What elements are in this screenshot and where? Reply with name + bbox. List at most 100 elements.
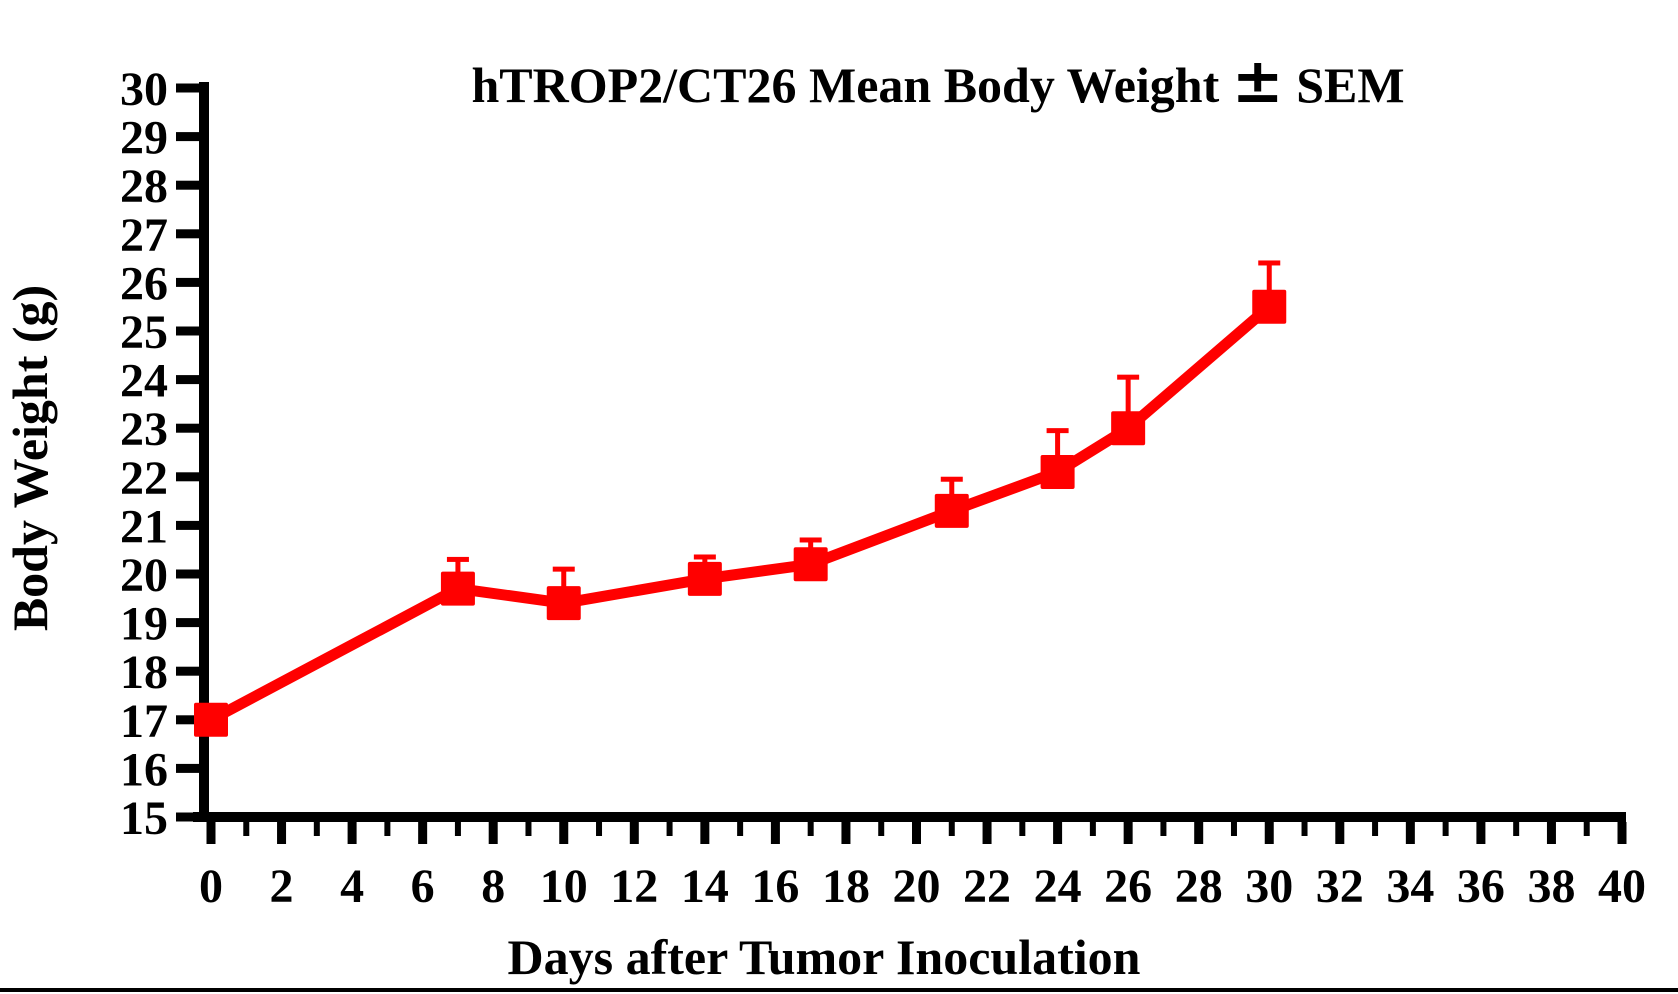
x-tick-mark-minor [1442, 822, 1449, 836]
y-tick-mark [176, 569, 201, 579]
x-axis-line [193, 812, 1626, 822]
x-tick-mark-major [629, 822, 639, 844]
series-line [208, 302, 1273, 725]
y-tick-label: 23 [120, 403, 168, 456]
y-tick-mark [176, 83, 201, 93]
y-tick-mark [176, 472, 201, 482]
x-tick-mark-major [1194, 822, 1204, 844]
error-bar-whisker [1055, 430, 1061, 472]
error-bar-cap [693, 554, 716, 560]
y-tick-mark [176, 618, 201, 628]
y-tick-label: 27 [120, 209, 168, 262]
error-bar-whisker [1125, 377, 1131, 429]
y-tick-label: 22 [120, 452, 168, 505]
x-tick-label: 12 [610, 860, 658, 913]
x-tick-mark-major [1053, 822, 1063, 844]
y-tick-label: 20 [120, 549, 168, 602]
x-tick-label: 34 [1386, 860, 1434, 913]
x-tick-mark-minor [384, 822, 391, 836]
y-tick-mark [176, 666, 201, 676]
y-tick-label: 15 [120, 792, 168, 845]
x-tick-mark-major [206, 822, 216, 844]
x-tick-mark-major [700, 822, 710, 844]
axes-layer [176, 82, 1627, 844]
x-tick-label: 22 [963, 860, 1011, 913]
x-tick-label: 18 [822, 860, 870, 913]
y-tick-label: 16 [120, 743, 168, 796]
y-tick-label: 25 [120, 306, 168, 359]
data-point-marker [687, 561, 722, 596]
x-tick-label: 38 [1527, 860, 1575, 913]
data-point-marker [793, 547, 828, 582]
x-tick-label: 2 [270, 860, 294, 913]
x-tick-mark-major [1546, 822, 1556, 844]
y-tick-label: 19 [120, 598, 168, 651]
x-tick-mark-minor [454, 822, 461, 836]
x-tick-mark-minor [596, 822, 603, 836]
x-tick-mark-major [559, 822, 569, 844]
x-tick-mark-minor [1019, 822, 1026, 836]
x-tick-label: 6 [411, 860, 435, 913]
y-axis-label: Body Weight (g) [2, 285, 58, 631]
y-tick-mark [176, 277, 201, 287]
x-tick-mark-minor [313, 822, 320, 836]
error-bar-cap [1258, 260, 1281, 266]
x-tick-label: 16 [751, 860, 799, 913]
data-point-marker [1252, 289, 1287, 324]
bottom-border-line [0, 988, 1678, 992]
error-bar-cap [552, 566, 575, 572]
x-tick-label: 10 [540, 860, 588, 913]
y-tick-mark [176, 326, 201, 336]
y-tick-mark [176, 132, 201, 142]
error-bar-cap [940, 476, 963, 482]
x-tick-label: 28 [1175, 860, 1223, 913]
x-axis-label: Days after Tumor Inoculation [508, 929, 1141, 985]
x-tick-mark-major [1405, 822, 1415, 844]
x-tick-label: 40 [1598, 860, 1646, 913]
y-tick-label: 26 [120, 257, 168, 310]
y-tick-mark [176, 715, 201, 725]
x-tick-mark-minor [1513, 822, 1520, 836]
x-tick-mark-minor [1160, 822, 1167, 836]
x-tick-mark-major [1123, 822, 1133, 844]
data-point-marker [1040, 454, 1075, 489]
error-bar-cap [799, 537, 822, 543]
x-tick-label: 24 [1034, 860, 1082, 913]
x-tick-mark-minor [1230, 822, 1237, 836]
error-bar-whisker [1266, 262, 1272, 307]
error-bar-cap [1117, 374, 1140, 380]
x-tick-mark-major [982, 822, 992, 844]
x-tick-mark-major [1476, 822, 1486, 844]
x-tick-label: 8 [481, 860, 505, 913]
x-tick-label: 30 [1245, 860, 1293, 913]
x-tick-mark-minor [807, 822, 814, 836]
x-tick-mark-minor [1089, 822, 1096, 836]
y-tick-mark [176, 812, 201, 822]
x-tick-label: 26 [1104, 860, 1152, 913]
data-point-marker [194, 702, 228, 737]
x-tick-mark-major [347, 822, 357, 844]
x-tick-mark-major [1335, 822, 1345, 844]
x-tick-mark-major [841, 822, 851, 844]
data-point-marker [440, 571, 475, 606]
data-point-marker [546, 586, 581, 621]
y-tick-label: 17 [120, 695, 168, 748]
x-tick-mark-minor [525, 822, 532, 836]
y-tick-label: 24 [120, 355, 168, 408]
x-tick-mark-minor [1301, 822, 1308, 836]
x-tick-label: 14 [681, 860, 729, 913]
error-bar-cap [1046, 428, 1069, 434]
y-tick-mark [176, 520, 201, 530]
x-tick-label: 20 [893, 860, 941, 913]
x-tick-mark-major [418, 822, 428, 844]
x-tick-label: 32 [1316, 860, 1364, 913]
x-tick-mark-major [277, 822, 287, 844]
y-tick-mark [176, 180, 201, 190]
chart-title: hTROP2/CT26 Mean Body Weight ± SEM [471, 44, 1404, 117]
y-axis-line [199, 82, 209, 822]
error-bar-whisker [561, 569, 567, 604]
x-tick-mark-minor [243, 822, 250, 836]
x-tick-mark-major [1264, 822, 1274, 844]
x-tick-label: 4 [340, 860, 364, 913]
